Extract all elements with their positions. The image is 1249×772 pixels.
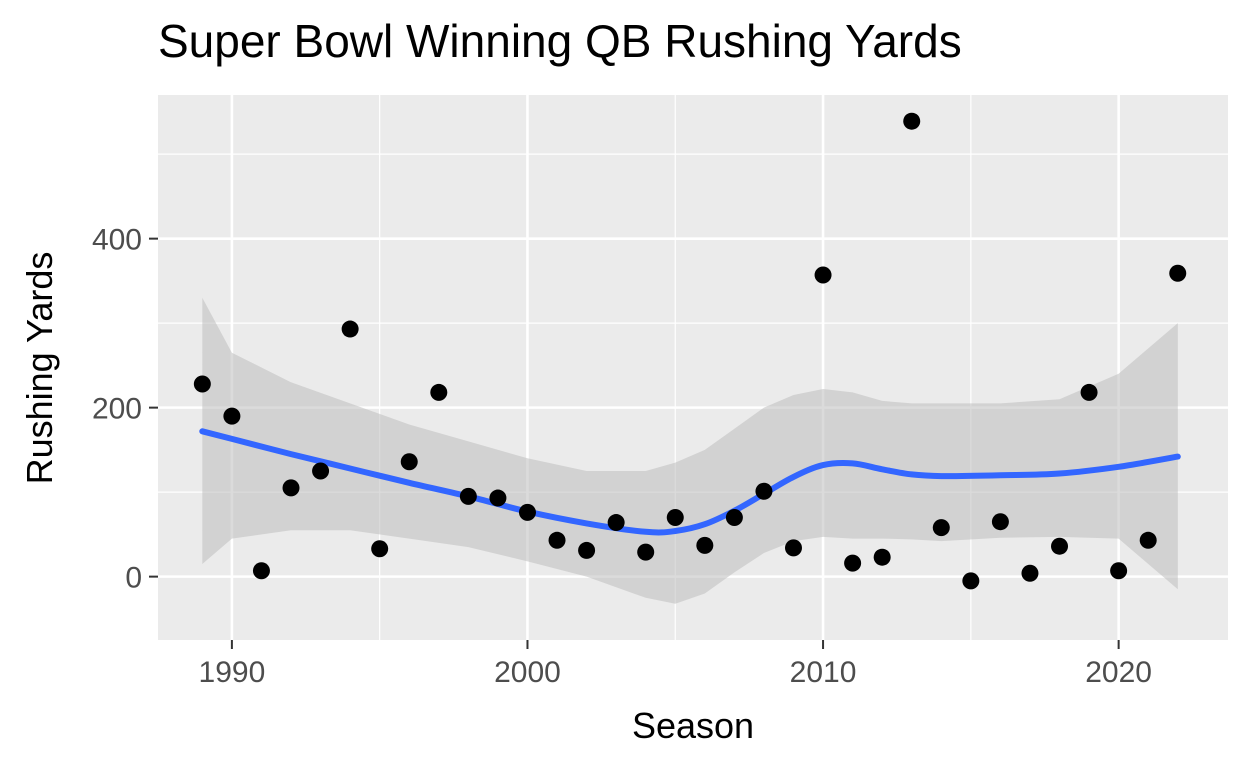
data-point: [1080, 383, 1098, 401]
data-point: [1169, 264, 1187, 282]
data-point: [725, 508, 743, 526]
data-point: [696, 536, 714, 554]
data-point: [1139, 531, 1157, 549]
x-tick-label: 2000: [494, 656, 561, 689]
data-point: [784, 539, 802, 557]
y-axis-title: Rushing Yards: [19, 252, 60, 485]
data-point: [282, 479, 300, 497]
data-point: [755, 482, 773, 500]
data-point: [932, 519, 950, 537]
data-point: [193, 375, 211, 393]
y-tick-label: 200: [92, 393, 142, 426]
data-point: [962, 572, 980, 590]
x-tick-label: 1990: [199, 656, 266, 689]
chart-title: Super Bowl Winning QB Rushing Yards: [158, 15, 962, 67]
x-axis: 1990 2000 2010 2020: [199, 640, 1152, 689]
data-point: [312, 462, 330, 480]
data-point: [666, 508, 684, 526]
data-point: [430, 383, 448, 401]
data-point: [903, 112, 921, 130]
data-point: [223, 407, 241, 425]
data-point: [991, 513, 1009, 531]
x-tick-label: 2010: [790, 656, 857, 689]
data-point: [371, 540, 389, 558]
data-point: [578, 541, 596, 559]
y-tick-label: 400: [92, 224, 142, 257]
data-point: [341, 320, 359, 338]
data-points: [193, 112, 1187, 590]
data-point: [459, 487, 477, 505]
data-point: [518, 503, 536, 521]
data-point: [814, 266, 832, 284]
data-point: [1051, 537, 1069, 555]
data-point: [489, 489, 507, 507]
data-point: [1021, 564, 1039, 582]
y-axis: 0 200 400: [92, 224, 158, 595]
x-axis-title: Season: [632, 705, 754, 746]
data-point: [873, 548, 891, 566]
y-tick-label: 0: [125, 562, 142, 595]
data-point: [400, 453, 418, 471]
data-point: [1110, 562, 1128, 580]
data-point: [607, 514, 625, 532]
data-point: [637, 543, 655, 561]
data-point: [548, 531, 566, 549]
data-point: [844, 554, 862, 572]
data-point: [252, 562, 270, 580]
x-tick-label: 2020: [1085, 656, 1152, 689]
